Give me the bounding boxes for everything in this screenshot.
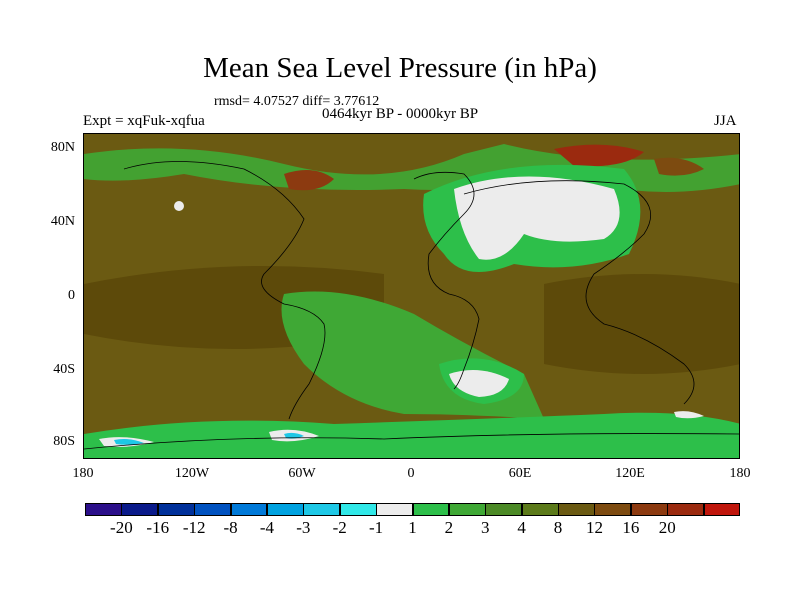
colorbar-label: 1: [408, 518, 417, 537]
anomaly-region: [114, 439, 144, 445]
colorbar-label: 3: [481, 518, 490, 537]
colorbar-swatch: [230, 503, 268, 516]
anomaly-region: [554, 144, 644, 167]
lon-label-120w: 120W: [174, 466, 210, 481]
colorbar-label: -2: [332, 518, 347, 537]
lon-label-60w: 60W: [288, 466, 316, 481]
colorbar-label: 16: [622, 518, 640, 537]
colorbar-swatch: [485, 503, 523, 516]
experiment-label: Expt = xqFuk-xqfua: [83, 113, 205, 129]
colorbar-swatch: [266, 503, 304, 516]
colorbar-swatch: [194, 503, 232, 516]
plot-title: Mean Sea Level Pressure (in hPa): [203, 52, 597, 84]
lat-label-80n: 80N: [50, 140, 75, 155]
colorbar-label: -12: [182, 518, 206, 537]
coastlines: [84, 161, 739, 450]
colorbar-swatch: [594, 503, 632, 516]
colorbar-swatch: [448, 503, 486, 516]
colorbar-label: -3: [296, 518, 311, 537]
colorbar-label: 4: [517, 518, 526, 537]
colorbar-swatch: [412, 503, 450, 516]
map-canvas: [84, 134, 739, 458]
pressure-map: 80N 40N 0 40S 80S: [83, 133, 740, 459]
lon-label-180e: 180: [729, 466, 751, 481]
colorbar-swatch: [303, 503, 341, 516]
anomaly-region: [284, 170, 334, 191]
colorbar-swatch: [558, 503, 595, 516]
colorbar-label: -20: [110, 518, 133, 537]
colorbar-swatch: [667, 503, 705, 516]
anomaly-region: [174, 201, 184, 211]
anomaly-region: [454, 176, 620, 260]
anomaly-region: [284, 432, 304, 439]
colorbar-swatch: [630, 503, 668, 516]
lon-label-60e: 60E: [508, 466, 532, 481]
colorbar-swatch: [85, 503, 122, 516]
lat-label-80s: 80S: [53, 434, 75, 449]
colorbar-label: 20: [658, 518, 676, 537]
colorbar-swatch: [521, 503, 559, 516]
colorbar-label: 2: [444, 518, 454, 537]
lon-label-180w: 180: [72, 466, 94, 481]
period-label: 0464kyr BP - 0000kyr BP: [322, 106, 479, 122]
colorbar-label: -1: [369, 518, 384, 537]
anomaly-region: [84, 144, 739, 192]
rmsd-diff-label: rmsd= 4.07527 diff= 3.77612: [214, 94, 380, 109]
colorbar-label: -8: [223, 518, 238, 537]
season-label: JJA: [714, 113, 737, 129]
anomaly-region: [84, 412, 739, 458]
colorbar-swatch: [339, 503, 377, 516]
lat-label-40s: 40S: [53, 362, 75, 377]
lat-label-0: 0: [68, 288, 75, 303]
colorbar-label: 12: [585, 518, 603, 537]
colorbar-swatch: [376, 503, 413, 516]
anomaly-region: [674, 411, 704, 419]
lat-label-40n: 40N: [50, 214, 75, 229]
lon-label-120e: 120E: [615, 466, 645, 481]
colorbar-label: -16: [146, 518, 170, 537]
anomaly-region: [654, 157, 704, 176]
colorbar-label: -4: [259, 518, 275, 537]
anomaly-region: [449, 370, 509, 397]
colorbar-swatch: [703, 503, 741, 516]
lon-label-0: 0: [407, 466, 415, 481]
anomaly-region: [544, 274, 739, 374]
colorbar-swatch: [157, 503, 195, 516]
colorbar-swatch: [121, 503, 159, 516]
colorbar-label: 8: [553, 518, 563, 537]
